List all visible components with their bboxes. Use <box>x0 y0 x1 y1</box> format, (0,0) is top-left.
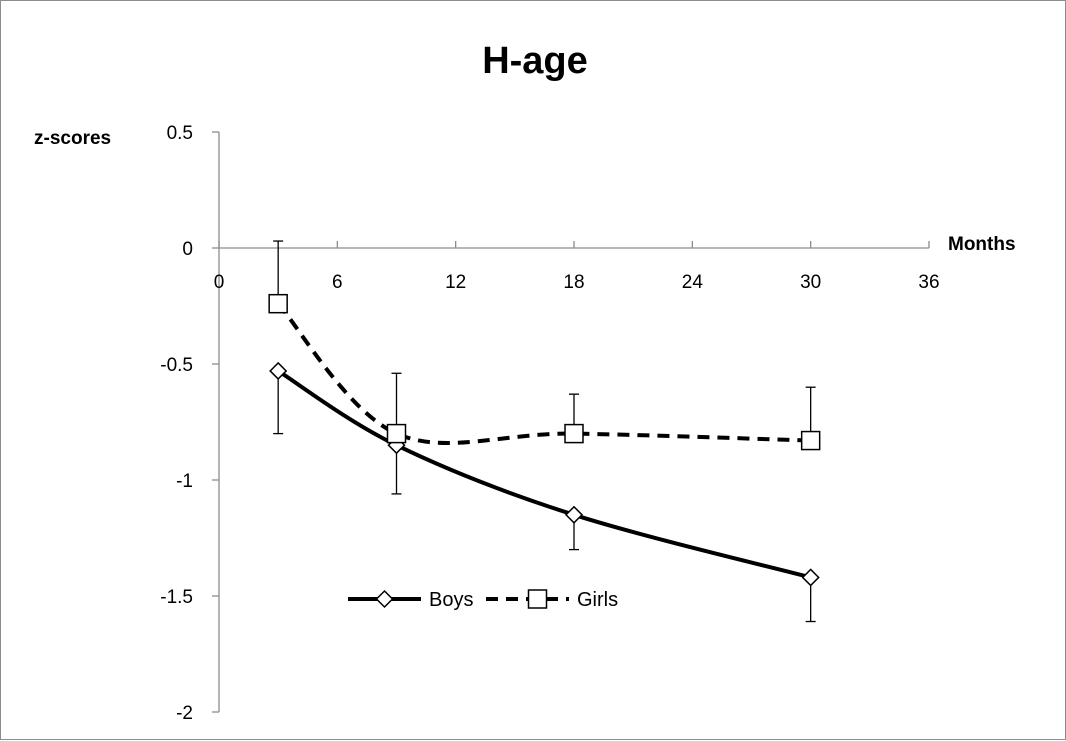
chart-title: H-age <box>482 40 588 82</box>
y-axis-label: z-scores <box>34 128 111 149</box>
data-point-girls <box>564 423 584 444</box>
y-tick-label: -2 <box>176 703 193 724</box>
data-point-boys <box>564 505 584 524</box>
data-point-girls <box>800 430 821 451</box>
series-line-boys <box>277 369 812 580</box>
y-tick-label: 0 <box>182 239 193 260</box>
x-tick-label: 36 <box>918 272 939 293</box>
data-point-girls <box>268 293 288 314</box>
legend-label: Boys <box>429 589 473 611</box>
legend-item-boys: Boys <box>348 589 473 611</box>
series-line-girls <box>276 302 811 445</box>
y-tick-label: 0.5 <box>167 123 193 144</box>
legend-swatch-marker <box>527 589 548 609</box>
x-tick-label: 24 <box>682 272 704 293</box>
legend-item-girls: Girls <box>486 589 618 611</box>
series-boys <box>269 361 820 623</box>
x-tick-label: 6 <box>332 272 343 293</box>
x-axis-label: Months <box>948 234 1016 255</box>
legend-label: Girls <box>577 589 618 611</box>
axes: 0.5 0 -0.5 -1 -1.5 -2 0 6 12 18 24 30 36 <box>160 123 939 724</box>
y-tick-label: -0.5 <box>160 355 193 376</box>
legend: Boys Girls <box>348 589 618 611</box>
data-point-boys <box>801 568 820 587</box>
y-tick-label: -1.5 <box>160 587 193 608</box>
x-tick-label: 12 <box>445 272 466 293</box>
series-layer <box>268 240 821 623</box>
data-point-boys <box>269 361 288 381</box>
series-girls <box>268 240 821 451</box>
x-tick-label: 30 <box>800 272 821 293</box>
y-tick-label: -1 <box>176 471 193 492</box>
data-point-girls <box>386 423 407 444</box>
legend-swatch-marker <box>375 589 394 609</box>
x-tick-label: 18 <box>563 272 584 293</box>
x-tick-label: 0 <box>214 272 225 293</box>
